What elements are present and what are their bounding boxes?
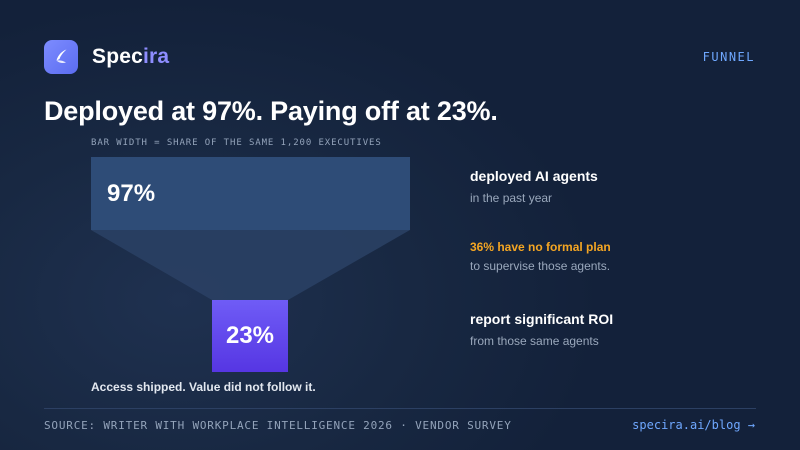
funnel-bar-deployed-label: 97% [107,179,156,207]
stat-roi-title: report significant ROI [470,311,614,327]
funnel-bar-roi-label: 23% [225,322,275,349]
funnel-note: Access shipped. Value did not follow it. [91,380,316,394]
brand-logo [44,40,78,74]
brand-name: Specira [92,45,169,69]
stat-deployed-sub: in the past year [470,191,553,205]
footer-divider [44,408,756,409]
page-title: Deployed at 97%. Paying off at 23%. [44,96,498,126]
stat-deployed: deployed AI agents in the past year [470,168,598,205]
bird-icon [56,49,67,63]
stat-supervision-sub: to supervise those agents. [470,259,611,273]
funnel-bar-deployed: 97% [91,157,410,230]
chart-caption: BAR WIDTH = SHARE OF THE SAME 1,200 EXEC… [91,138,382,148]
stat-supervision: 36% have no formal plan to supervise tho… [470,240,611,273]
funnel-bar-roi: 23% [212,300,288,372]
stat-deployed-title: deployed AI agents [470,168,598,184]
source-citation: SOURCE: WRITER WITH WORKPLACE INTELLIGEN… [44,419,512,432]
section-tag: FUNNEL [702,50,755,64]
stat-roi: report significant ROI from those same a… [470,311,613,348]
stat-roi-sub: from those same agents [470,334,599,348]
brand-name-main: Spec [92,45,143,68]
brand-name-accent: ira [143,45,170,68]
stat-supervision-title: 36% have no formal plan [470,240,611,254]
blog-link[interactable]: specira.ai/blog → [632,418,755,432]
